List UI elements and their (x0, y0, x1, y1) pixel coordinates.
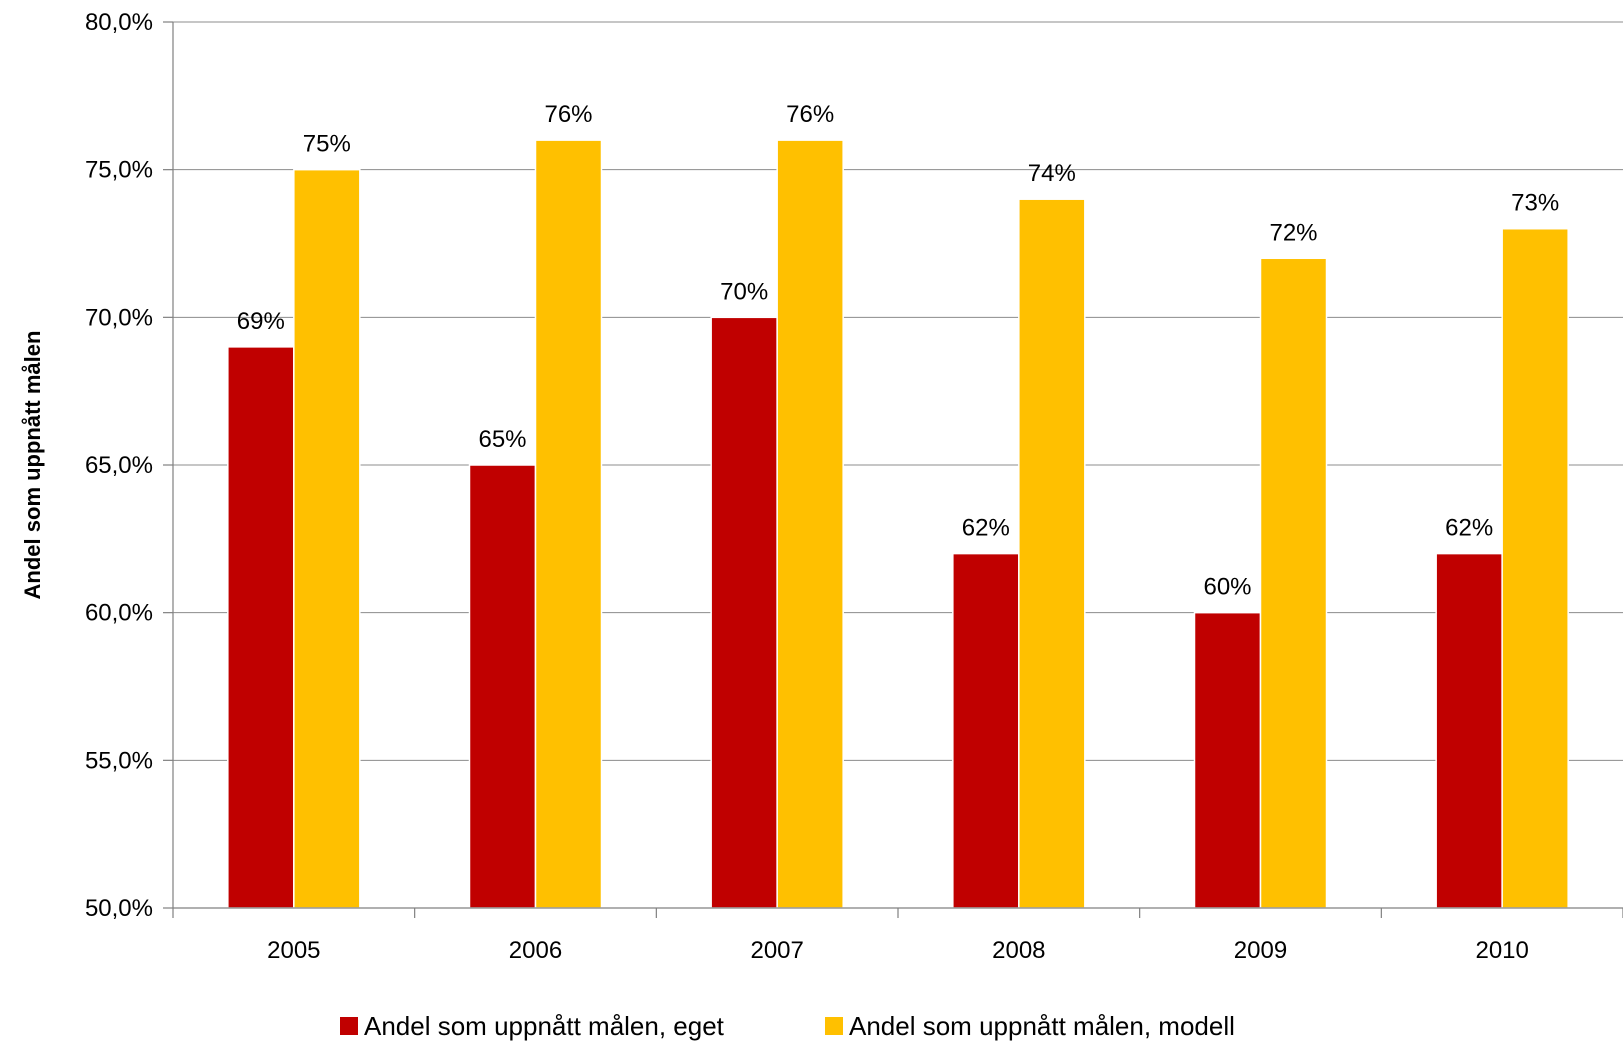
data-label: 60% (1203, 574, 1251, 601)
legend-swatch-series-2 (825, 1017, 843, 1035)
bar-series-1 (468, 464, 537, 909)
y-tick-label: 50,0% (85, 895, 153, 922)
bar-series-1 (1435, 552, 1503, 909)
bar-series-2 (534, 139, 603, 909)
bar-series-2 (776, 139, 844, 909)
bar-series-2 (293, 168, 361, 909)
bar-series-1 (710, 316, 778, 909)
data-label: 73% (1511, 190, 1559, 217)
data-label: 75% (303, 131, 351, 158)
data-label: 72% (1269, 219, 1317, 246)
x-tick-label: 2010 (1475, 937, 1528, 964)
bar-series-2 (1501, 227, 1569, 909)
y-axis-ticks: 50,0% 55,0% 60,0% 65,0% 70,0% 75,0% 80,0% (85, 9, 173, 922)
legend: Andel som uppnått målen, eget Andel som u… (340, 1011, 1235, 1041)
data-label: 70% (720, 278, 768, 305)
y-tick-label: 60,0% (85, 600, 153, 627)
data-label: 62% (962, 515, 1010, 542)
bars (227, 139, 1569, 909)
y-tick-label: 80,0% (85, 9, 153, 36)
bar-series-2 (1259, 257, 1328, 909)
x-tick-label: 2007 (750, 937, 803, 964)
bar-series-1 (1193, 611, 1262, 909)
legend-label-series-2: Andel som uppnått målen, modell (849, 1011, 1235, 1041)
data-label: 76% (786, 101, 834, 128)
legend-label-series-1: Andel som uppnått målen, eget (364, 1011, 725, 1041)
gridlines (173, 21, 1623, 761)
data-label: 76% (544, 101, 592, 128)
y-tick-label: 65,0% (85, 452, 153, 479)
y-axis-title: Andel som uppnått målen (20, 331, 45, 600)
x-axis-ticks: 2005 2006 2007 2008 2009 2010 (172, 908, 1623, 964)
x-tick-label: 2006 (509, 937, 562, 964)
y-tick-label: 75,0% (85, 157, 153, 184)
data-labels: 69% 75% 65% 76% 70% 76% 62% 74% 60% 72% 62% 73% (237, 101, 1559, 601)
data-label: 65% (478, 426, 526, 453)
y-tick-label: 55,0% (85, 747, 153, 774)
x-tick-label: 2008 (992, 937, 1045, 964)
data-label: 69% (237, 308, 285, 335)
bar-series-1 (952, 552, 1020, 909)
x-tick-label: 2005 (267, 937, 320, 964)
legend-swatch-series-1 (340, 1017, 358, 1035)
bar-series-2 (1018, 198, 1086, 909)
x-tick-label: 2009 (1234, 937, 1287, 964)
bar-series-1 (227, 346, 295, 909)
data-label: 62% (1445, 515, 1493, 542)
data-label: 74% (1028, 160, 1076, 187)
y-tick-label: 70,0% (85, 304, 153, 331)
